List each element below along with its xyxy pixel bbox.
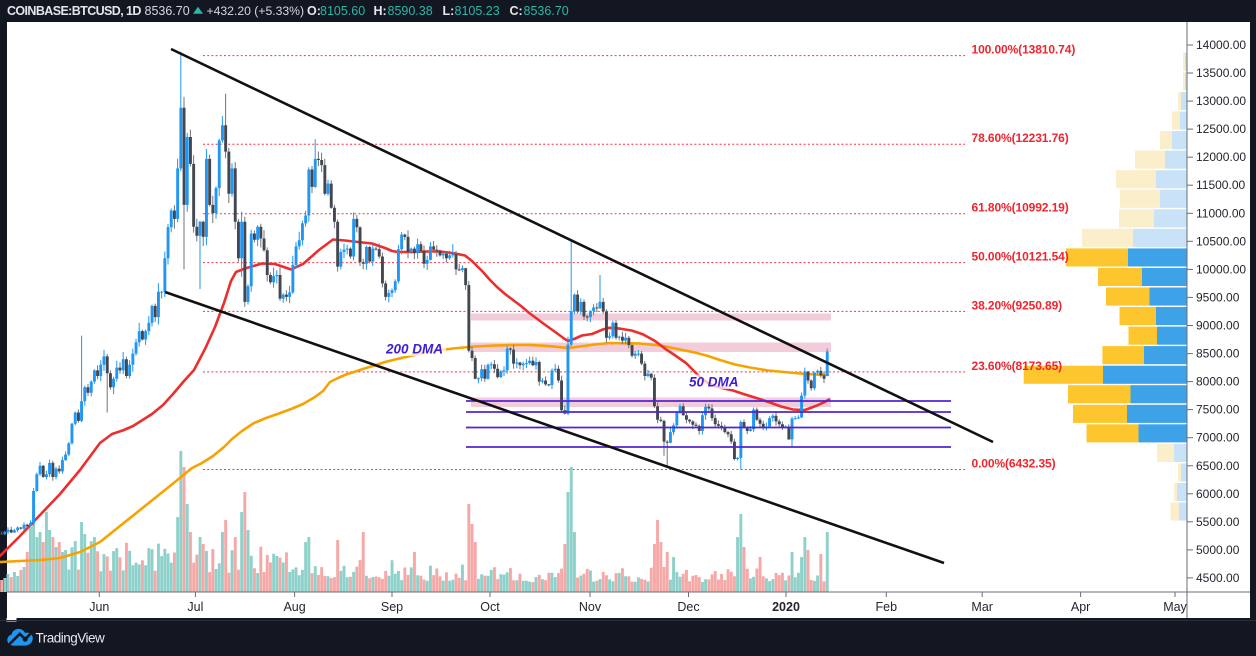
- svg-text:10000.00: 10000.00: [1196, 262, 1246, 276]
- svg-text:8500.00: 8500.00: [1196, 347, 1240, 361]
- svg-text:10500.00: 10500.00: [1196, 234, 1246, 248]
- svg-text:+432.20 (+5.33%): +432.20 (+5.33%): [207, 4, 305, 18]
- svg-text:6000.00: 6000.00: [1196, 487, 1240, 501]
- svg-text:12500.00: 12500.00: [1196, 122, 1246, 136]
- svg-text:Nov: Nov: [579, 600, 602, 614]
- svg-text:11500.00: 11500.00: [1196, 178, 1245, 192]
- svg-text:7000.00: 7000.00: [1196, 431, 1240, 445]
- svg-text:9000.00: 9000.00: [1196, 319, 1240, 333]
- svg-text:Mar: Mar: [971, 600, 993, 614]
- svg-text:Feb: Feb: [876, 600, 898, 614]
- svg-text:Jun: Jun: [89, 600, 109, 614]
- svg-text:Jul: Jul: [187, 600, 203, 614]
- svg-text:13500.00: 13500.00: [1196, 66, 1246, 80]
- svg-text:4500.00: 4500.00: [1196, 571, 1240, 585]
- svg-text:9500.00: 9500.00: [1196, 290, 1240, 304]
- svg-text:61.80%(10992.19): 61.80%(10992.19): [972, 201, 1069, 215]
- svg-text:0.00%(6432.35): 0.00%(6432.35): [972, 457, 1056, 471]
- svg-text:8105.23: 8105.23: [455, 4, 500, 18]
- svg-text:COINBASE:BTCUSD, 1D: COINBASE:BTCUSD, 1D: [7, 4, 141, 18]
- svg-text:8105.60: 8105.60: [320, 4, 365, 18]
- svg-text:8590.38: 8590.38: [388, 4, 433, 18]
- svg-text:TradingView: TradingView: [36, 631, 106, 646]
- svg-text:5500.00: 5500.00: [1196, 515, 1240, 529]
- svg-text:23.60%(8173.65): 23.60%(8173.65): [972, 359, 1063, 373]
- svg-text:L:: L:: [443, 4, 455, 18]
- svg-text:13000.00: 13000.00: [1196, 94, 1246, 108]
- svg-text:50.00%(10121.54): 50.00%(10121.54): [972, 250, 1069, 264]
- svg-text:Sep: Sep: [381, 600, 403, 614]
- svg-text:38.20%(9250.89): 38.20%(9250.89): [972, 298, 1063, 312]
- svg-text:Dec: Dec: [677, 600, 699, 614]
- svg-text:8536.70: 8536.70: [524, 4, 569, 18]
- svg-text:11000.00: 11000.00: [1196, 206, 1245, 220]
- svg-text:2020: 2020: [772, 600, 800, 614]
- svg-text:6500.00: 6500.00: [1196, 459, 1240, 473]
- svg-text:14000.00: 14000.00: [1196, 38, 1246, 52]
- svg-text:O:: O:: [307, 4, 321, 18]
- svg-text:12000.00: 12000.00: [1196, 150, 1246, 164]
- svg-text:H:: H:: [374, 4, 387, 18]
- svg-text:100.00%(13810.74): 100.00%(13810.74): [972, 43, 1076, 57]
- svg-text:78.60%(12231.76): 78.60%(12231.76): [972, 131, 1069, 145]
- svg-text:C:: C:: [510, 4, 523, 18]
- svg-text:8536.70: 8536.70: [145, 4, 190, 18]
- svg-text:7500.00: 7500.00: [1196, 403, 1240, 417]
- svg-text:Aug: Aug: [283, 600, 305, 614]
- svg-text:Apr: Apr: [1071, 600, 1090, 614]
- svg-text:50 DMA: 50 DMA: [689, 375, 739, 390]
- svg-text:May: May: [1163, 600, 1187, 614]
- svg-text:200 DMA: 200 DMA: [385, 342, 443, 357]
- svg-text:Oct: Oct: [480, 600, 500, 614]
- svg-text:8000.00: 8000.00: [1196, 375, 1240, 389]
- svg-text:5000.00: 5000.00: [1196, 543, 1240, 557]
